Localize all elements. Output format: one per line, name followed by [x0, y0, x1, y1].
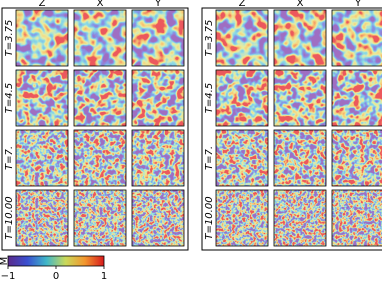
- heatmap-panel: [216, 70, 268, 126]
- heatmap-panel: [216, 130, 268, 186]
- panel-border: [273, 129, 327, 187]
- panel-border: [331, 9, 382, 67]
- panel-border: [273, 189, 327, 247]
- heatmap-panel: [16, 70, 68, 126]
- column-label: X: [97, 0, 104, 9]
- panel-border: [331, 189, 382, 247]
- heatmap-panel: [274, 70, 326, 126]
- row-label: T=7.: [204, 146, 215, 170]
- heatmap-panel: [216, 190, 268, 246]
- panel-border: [73, 129, 127, 187]
- heatmap-panel: [132, 190, 184, 246]
- column-label: Y: [354, 0, 362, 9]
- heatmap-panel: [332, 190, 382, 246]
- heatmap-panel: [74, 70, 126, 126]
- row-label: T=10.00: [204, 196, 215, 239]
- column-label: X: [297, 0, 304, 9]
- panel-border: [215, 129, 269, 187]
- panel-border: [15, 129, 69, 187]
- colorbar-label: M: [0, 257, 10, 266]
- panel-border: [131, 9, 185, 67]
- panel-border: [273, 9, 327, 67]
- heatmap-panel: [74, 130, 126, 186]
- panel-border: [215, 189, 269, 247]
- column-label: Z: [39, 0, 46, 9]
- heatmap-panel: [274, 190, 326, 246]
- block-frame: [201, 7, 382, 251]
- panel-border: [331, 129, 382, 187]
- colorbar: [7, 255, 105, 267]
- panel-border: [215, 9, 269, 67]
- panel-border: [273, 69, 327, 127]
- heatmap-panel: [332, 130, 382, 186]
- heatmap-panel: [274, 130, 326, 186]
- panel-border: [131, 189, 185, 247]
- panel-border: [15, 9, 69, 67]
- block-frame: [1, 7, 189, 251]
- heatmap-panel: [332, 10, 382, 66]
- heatmap-panel: [16, 190, 68, 246]
- heatmap-panel: [332, 70, 382, 126]
- tick-label: 0: [53, 271, 59, 282]
- row-label: T=4.5: [204, 83, 215, 113]
- heatmap-panel: [216, 10, 268, 66]
- panel-border: [215, 69, 269, 127]
- panel-border: [73, 9, 127, 67]
- row-label: T=3.75: [4, 20, 15, 57]
- row-label: T=4.5: [4, 83, 15, 113]
- heatmap-panel: [274, 10, 326, 66]
- tick-label: −1: [1, 271, 16, 282]
- heatmap-panel: [132, 70, 184, 126]
- panel-border: [15, 189, 69, 247]
- row-label: T=10.00: [4, 196, 15, 239]
- panel-border: [131, 129, 185, 187]
- panel-border: [73, 189, 127, 247]
- heatmap-panel: [16, 130, 68, 186]
- row-label: T=7.: [4, 146, 15, 170]
- column-label: Y: [154, 0, 162, 9]
- row-label: T=3.75: [204, 20, 215, 57]
- panel-border: [73, 69, 127, 127]
- column-label: Z: [239, 0, 246, 9]
- heatmap-panel: [132, 130, 184, 186]
- panel-border: [331, 69, 382, 127]
- heatmap-panel: [132, 10, 184, 66]
- panel-border: [15, 69, 69, 127]
- heatmap-panel: [16, 10, 68, 66]
- heatmap-panel: [74, 190, 126, 246]
- panel-border: [131, 69, 185, 127]
- heatmap-panel: [74, 10, 126, 66]
- tick-label: 1: [101, 271, 107, 282]
